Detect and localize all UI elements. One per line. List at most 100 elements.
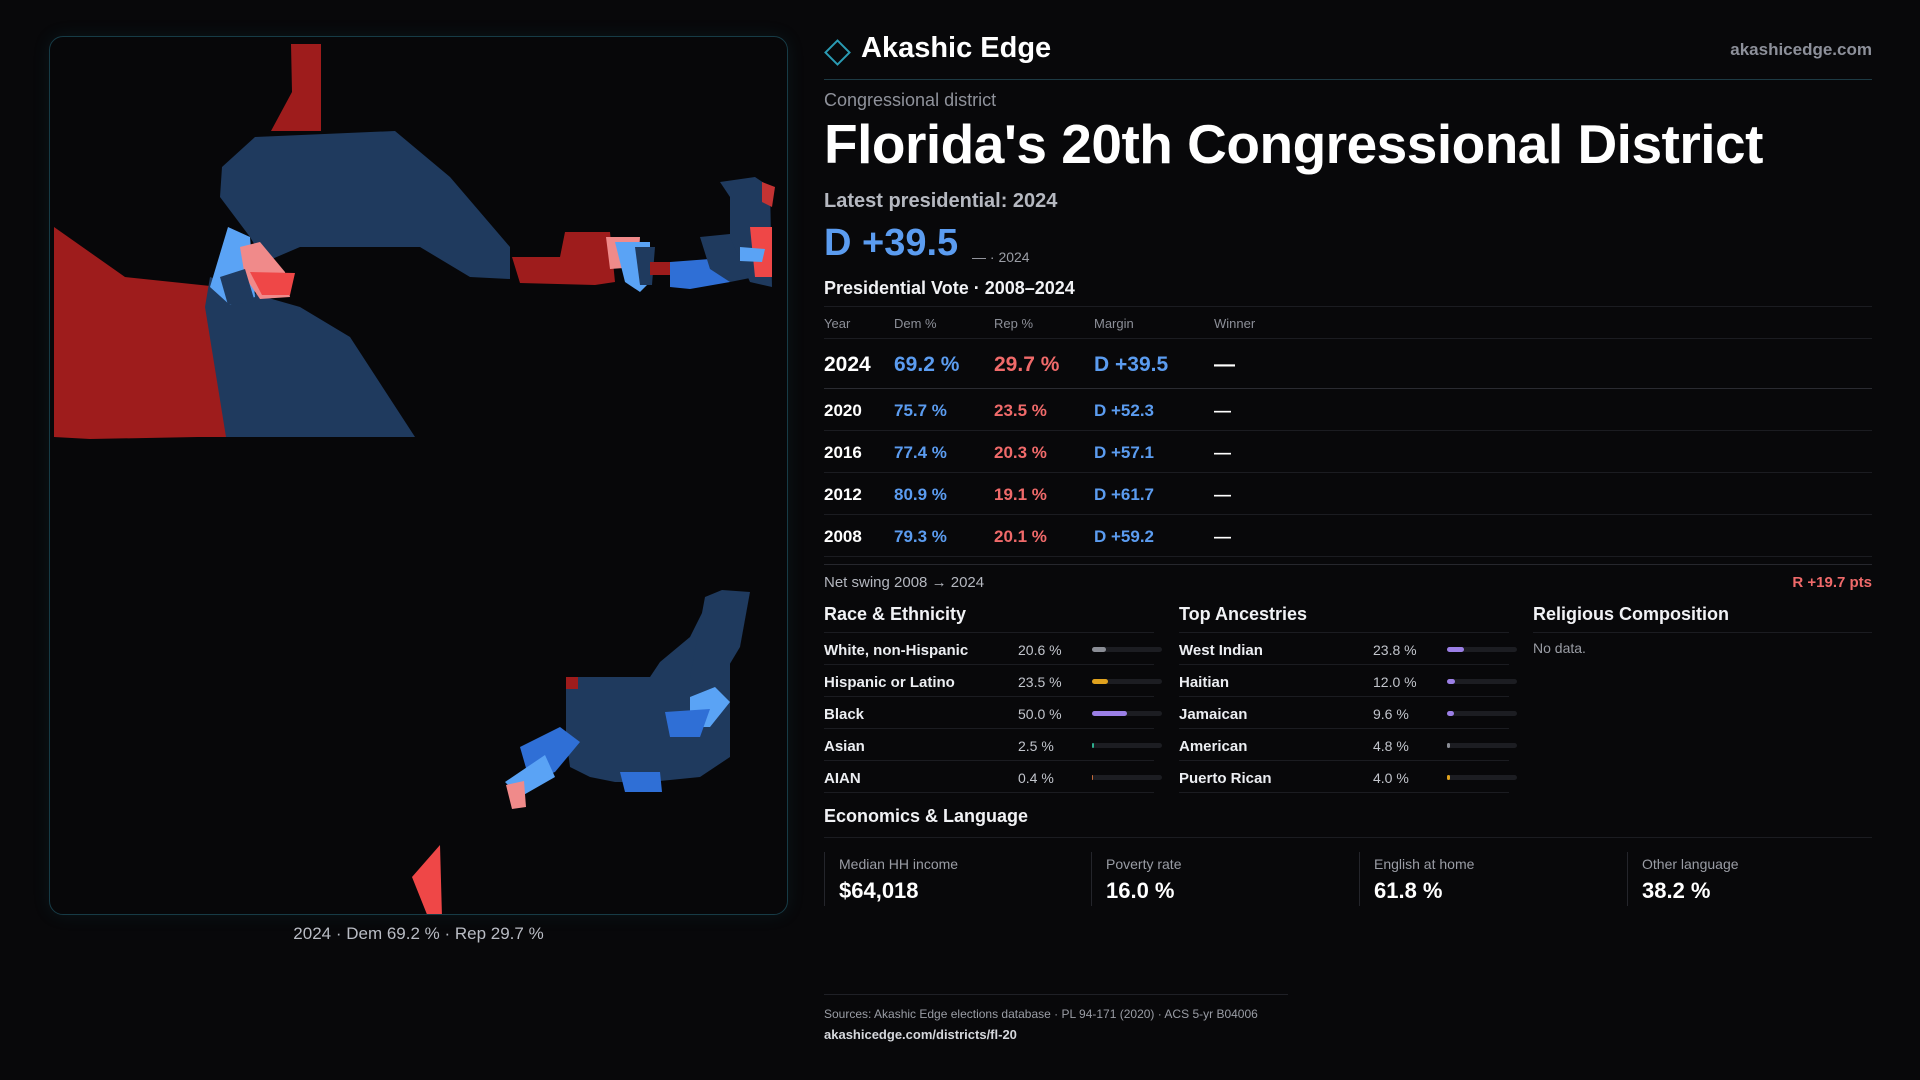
list-item: White, non-Hispanic 20.6 % <box>824 633 1162 665</box>
header-margin: Margin <box>1094 316 1134 331</box>
list-item: Jamaican 9.6 % <box>1179 697 1517 729</box>
bar-fill <box>1447 647 1464 652</box>
list-item: Puerto Rican 4.0 % <box>1179 761 1517 793</box>
bar-fill <box>1447 679 1456 684</box>
cell-dem: 75.7 % <box>894 401 947 420</box>
ancestry-value: 9.6 % <box>1373 706 1409 722</box>
list-item: West Indian 23.8 % <box>1179 633 1517 665</box>
cell-rep: 20.3 % <box>994 443 1047 462</box>
bar-fill <box>1092 679 1109 684</box>
cell-year: 2024 <box>824 353 871 376</box>
list-item: Haitian 12.0 % <box>1179 665 1517 697</box>
table-row: 2020 75.7 % 23.5 % D +52.3 — <box>824 389 1872 431</box>
bar-track <box>1092 647 1162 652</box>
cell-rep: 20.1 % <box>994 527 1047 546</box>
precinct-rep-light <box>250 272 295 295</box>
bar-track <box>1092 711 1162 716</box>
header-winner: Winner <box>1214 316 1256 331</box>
bar-track <box>1447 711 1517 716</box>
stat-card: Poverty rate 16.0 % <box>1091 852 1351 906</box>
precinct-dem-light <box>740 247 765 262</box>
district-url[interactable]: akashicedge.com/districts/fl-20 <box>824 1027 1017 1042</box>
precinct-rep <box>650 262 670 275</box>
bar-track <box>1447 775 1517 780</box>
bar-fill <box>1092 775 1093 780</box>
precinct-rep <box>54 227 220 439</box>
table-row: 2012 80.9 % 19.1 % D +61.7 — <box>824 473 1872 515</box>
race-label: AIAN <box>824 770 861 787</box>
bar-fill <box>1092 647 1107 652</box>
cell-margin: D +39.5 <box>1094 353 1169 376</box>
stat-label: Median HH income <box>839 856 959 872</box>
cell-year: 2020 <box>824 401 862 420</box>
cell-dem: 77.4 % <box>894 443 947 462</box>
cell-margin: D +52.3 <box>1094 401 1155 420</box>
bar-fill <box>1092 711 1127 716</box>
sources-text: Sources: Akashic Edge elections database… <box>824 1007 1258 1021</box>
ancestry-value: 12.0 % <box>1373 674 1417 690</box>
district-map[interactable] <box>49 36 788 915</box>
precinct-rep <box>512 232 615 285</box>
cell-winner: — <box>1214 443 1231 462</box>
precinct-dem <box>635 247 655 285</box>
ancestry-value: 4.8 % <box>1373 738 1409 754</box>
race-value: 2.5 % <box>1018 738 1054 754</box>
bar-track <box>1092 743 1162 748</box>
stat-card: Other language 38.2 % <box>1627 852 1887 906</box>
ancestry-label: West Indian <box>1179 642 1263 659</box>
bar-fill <box>1092 743 1094 748</box>
header-dem: Dem % <box>894 316 937 331</box>
no-data-text: No data. <box>1533 640 1586 656</box>
vote-table-title: Presidential Vote · 2008–2024 <box>824 278 1075 298</box>
list-item: Hispanic or Latino 23.5 % <box>824 665 1162 697</box>
precinct-dem-mid <box>620 772 662 792</box>
religion-section: Religious Composition No data. <box>1533 600 1872 656</box>
stat-card: English at home 61.8 % <box>1359 852 1619 906</box>
stat-label: English at home <box>1374 856 1475 872</box>
cell-margin: D +59.2 <box>1094 527 1155 546</box>
page-title: Florida's 20th Congressional District <box>824 113 1763 175</box>
section-title: Race & Ethnicity <box>824 600 1154 633</box>
bar-fill <box>1447 775 1450 780</box>
section-title: Religious Composition <box>1533 600 1872 633</box>
bar-track <box>1092 679 1162 684</box>
table-row: 2016 77.4 % 20.3 % D +57.1 — <box>824 431 1872 473</box>
cell-margin: D +61.7 <box>1094 485 1155 504</box>
cell-year: 2008 <box>824 527 862 546</box>
economics-title: Economics & Language <box>824 806 1872 838</box>
ancestry-label: Puerto Rican <box>1179 770 1272 787</box>
precinct-map-svg <box>54 44 775 914</box>
race-label: Asian <box>824 738 865 755</box>
stat-label: Other language <box>1642 856 1739 872</box>
net-swing-row: Net swing 2008 → 2024 R +19.7 pts <box>824 564 1872 600</box>
net-swing-value: R +19.7 pts <box>1792 574 1872 591</box>
precinct-rep <box>762 182 775 207</box>
ancestry-label: Jamaican <box>1179 706 1248 723</box>
ancestry-value: 23.8 % <box>1373 642 1417 658</box>
cell-rep: 19.1 % <box>994 485 1047 504</box>
stat-label: Poverty rate <box>1106 856 1182 872</box>
bar-track <box>1447 647 1517 652</box>
brand-name[interactable]: Akashic Edge <box>861 32 1052 64</box>
bar-track <box>1447 679 1517 684</box>
bar-fill <box>1447 711 1454 716</box>
race-value: 20.6 % <box>1018 642 1062 658</box>
net-swing-label: Net swing 2008 → 2024 <box>824 574 985 591</box>
cell-winner: — <box>1214 527 1231 546</box>
ancestries-section: Top Ancestries West Indian 23.8 % Haitia… <box>1179 600 1517 793</box>
ancestry-label: Haitian <box>1179 674 1230 691</box>
vote-table-header: Year Dem % Rep % Margin Winner <box>824 307 1872 339</box>
bar-fill <box>1447 743 1451 748</box>
map-caption: 2024 · Dem 69.2 % · Rep 29.7 % <box>293 924 544 943</box>
cell-dem: 80.9 % <box>894 485 947 504</box>
cell-rep: 23.5 % <box>994 401 1047 420</box>
cell-year: 2016 <box>824 443 862 462</box>
brand-url[interactable]: akashicedge.com <box>1730 40 1872 59</box>
latest-presidential-label: Latest presidential: 2024 <box>824 190 1058 212</box>
stat-value: 61.8 % <box>1374 878 1443 903</box>
race-ethnicity-section: Race & Ethnicity White, non-Hispanic 20.… <box>824 600 1162 793</box>
precinct-dem <box>690 590 750 697</box>
list-item: AIAN 0.4 % <box>824 761 1162 793</box>
district-panel: Akashic Edge akashicedge.com Congression… <box>824 0 1872 1080</box>
race-value: 23.5 % <box>1018 674 1062 690</box>
